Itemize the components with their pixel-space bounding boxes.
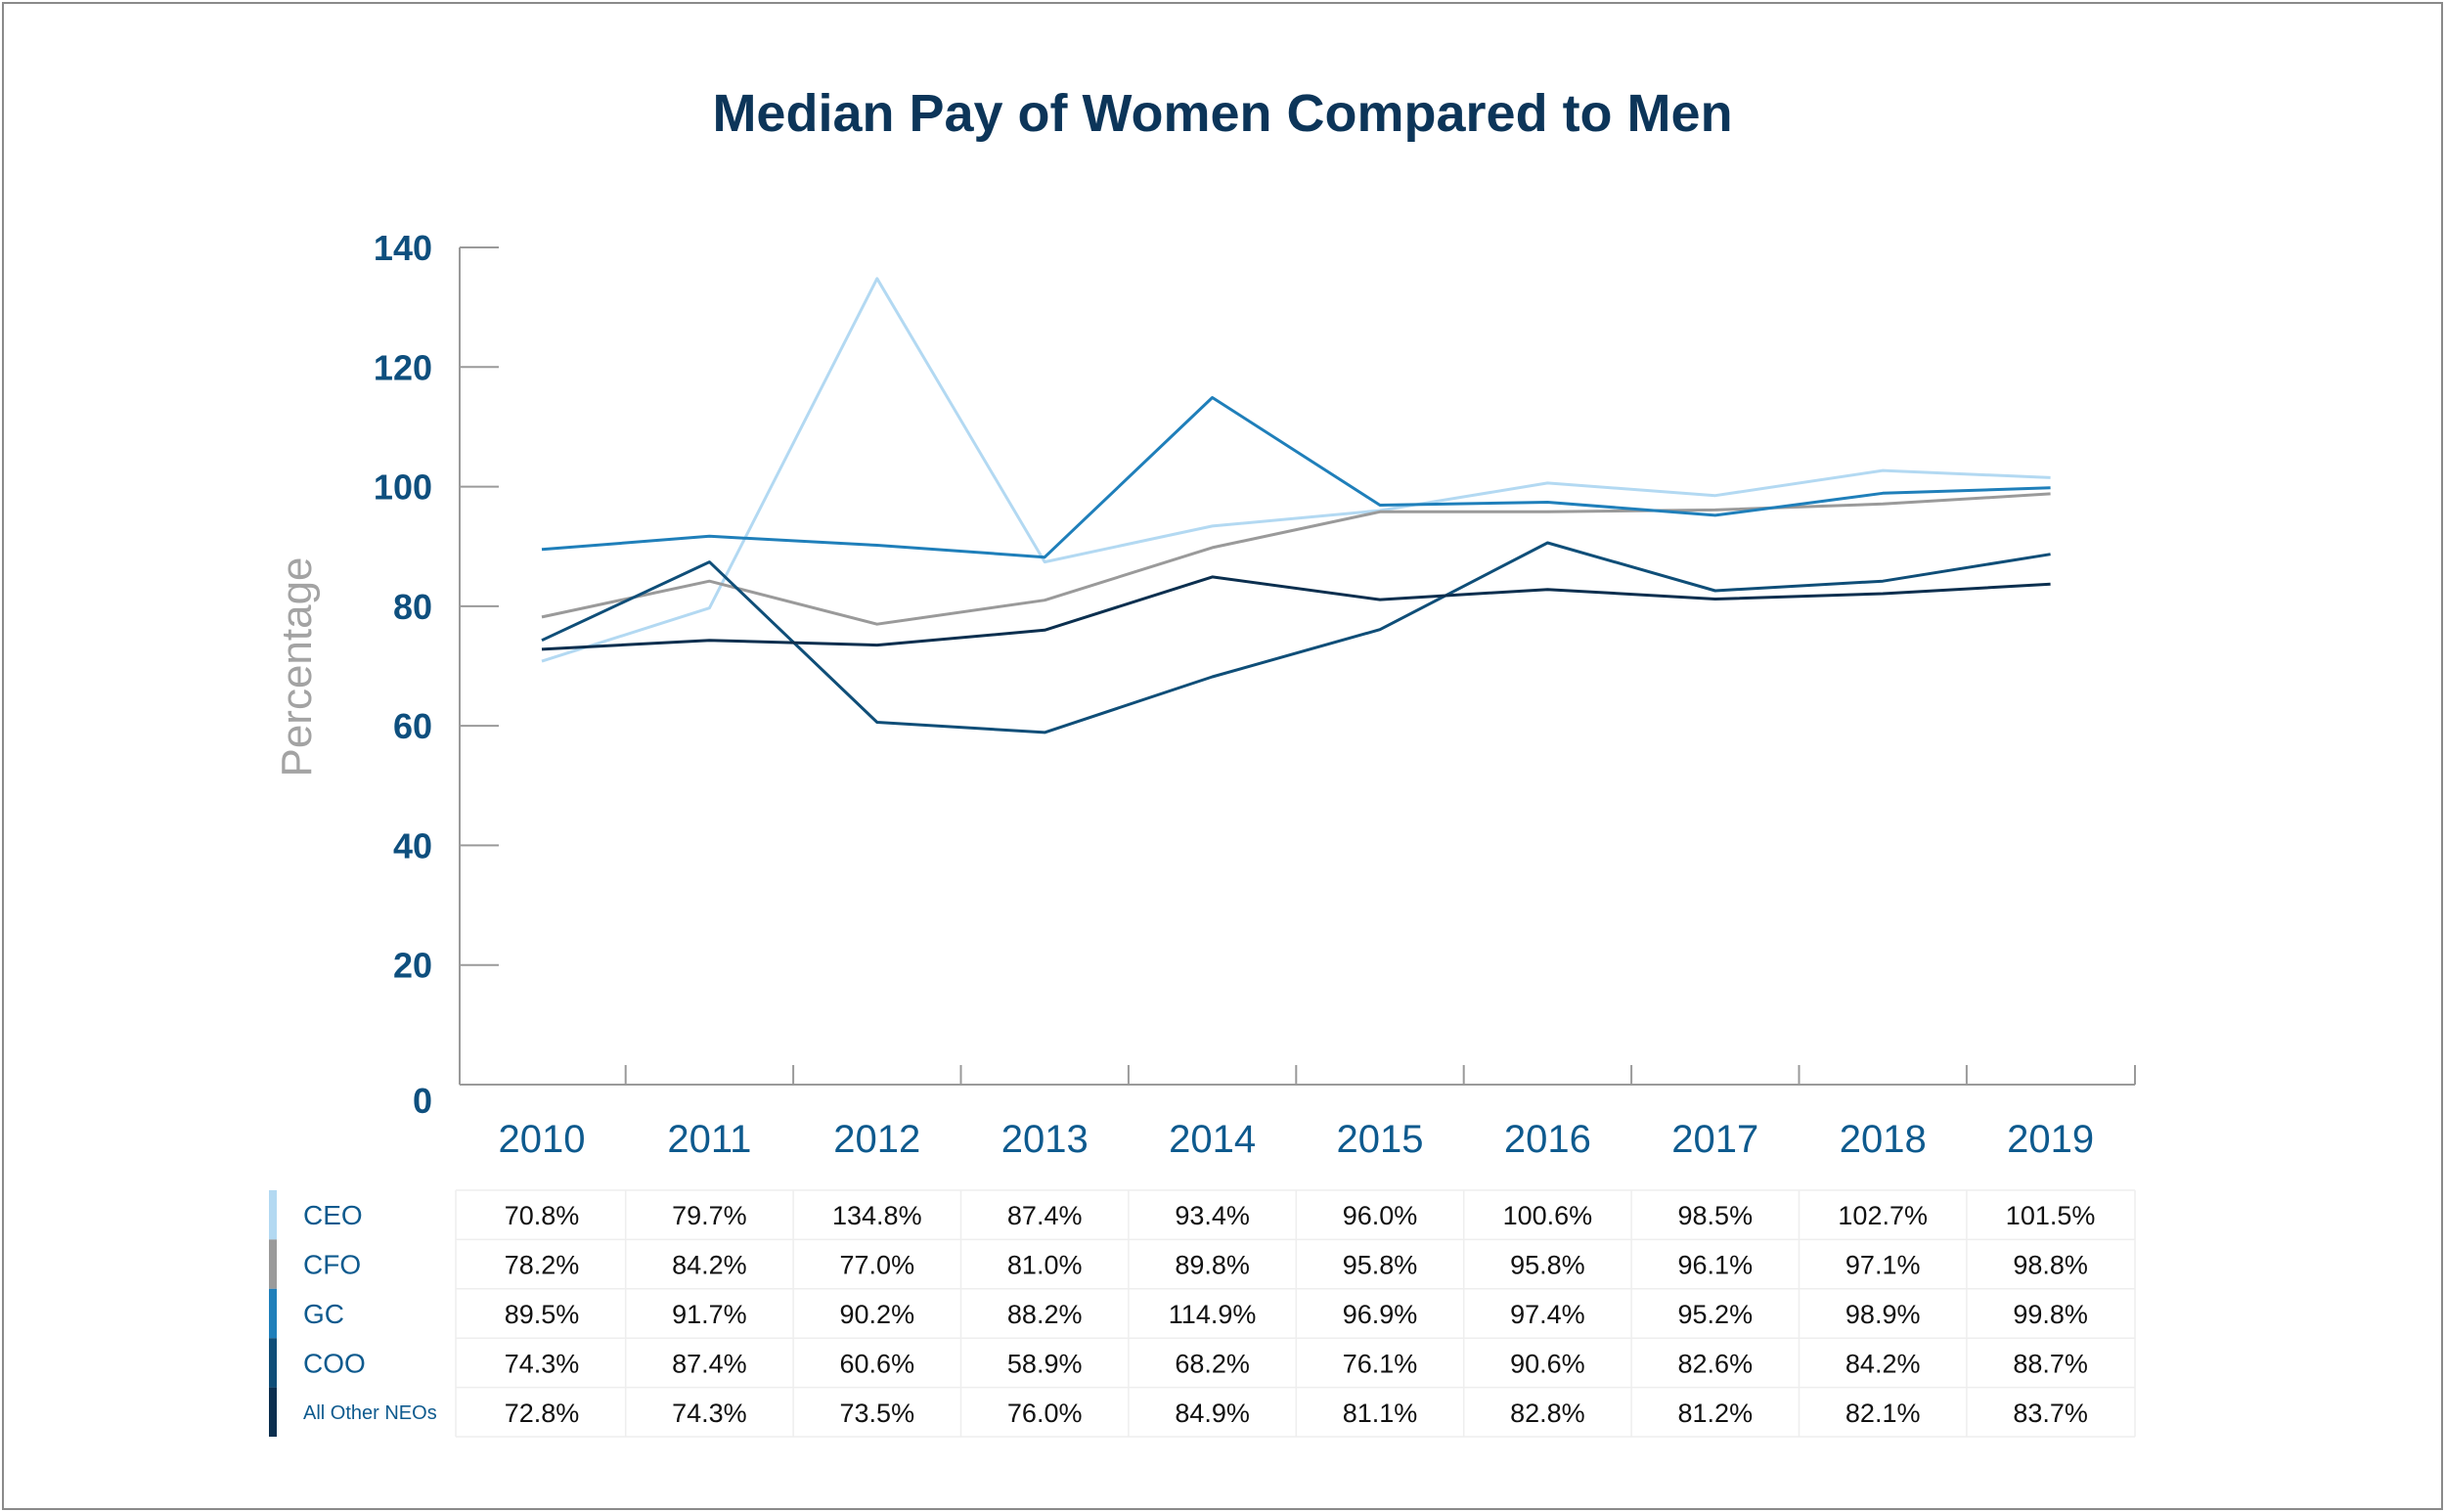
- y-tick-label: 20: [393, 946, 432, 986]
- y-tick-label: 100: [374, 467, 432, 508]
- table-cell: 68.2%: [1175, 1349, 1250, 1378]
- table-row-label: GC: [303, 1299, 344, 1329]
- table-cell: 97.1%: [1845, 1251, 1921, 1280]
- data-table: CEO 70.8% 79.7% 134.8% 87.4% 93.4% 96.0% 100.6%…: [269, 1189, 2136, 1438]
- y-axis-label: Percentage: [273, 556, 321, 777]
- table-cell: 74.3%: [505, 1349, 580, 1378]
- table-row-label: COO: [303, 1348, 366, 1378]
- table-cell: 100.6%: [1503, 1201, 1593, 1230]
- y-tick-label: 40: [393, 825, 432, 866]
- x-tick-label: 2014: [1169, 1118, 1256, 1161]
- series-line-gc: [541, 396, 2051, 559]
- table-cell: 83.7%: [2013, 1399, 2088, 1428]
- table-cell: 96.0%: [1343, 1201, 1418, 1230]
- table-cell: 96.1%: [1678, 1251, 1754, 1280]
- table-cell: 81.1%: [1343, 1399, 1418, 1428]
- table-cell: 98.5%: [1678, 1201, 1754, 1230]
- legend-swatch: [269, 1338, 277, 1388]
- table-cell: 82.8%: [1510, 1399, 1585, 1428]
- series-line-all-other-neos: [541, 575, 2051, 651]
- x-tick-label: 2010: [499, 1118, 586, 1161]
- y-tick-label: 80: [393, 587, 432, 627]
- table-cell: 95.8%: [1343, 1251, 1418, 1280]
- table-cell: 88.7%: [2013, 1349, 2088, 1378]
- table-cell: 73.5%: [840, 1399, 915, 1428]
- table-row-label: All Other NEOs: [303, 1402, 437, 1424]
- table-cell: 58.9%: [1007, 1349, 1083, 1378]
- table-cell: 89.5%: [505, 1300, 580, 1329]
- table-cell: 82.1%: [1845, 1399, 1921, 1428]
- x-tick-label: 2013: [1001, 1118, 1089, 1161]
- table-cell: 81.0%: [1007, 1251, 1083, 1280]
- table-cell: 98.9%: [1845, 1300, 1921, 1329]
- table-cell: 76.0%: [1007, 1399, 1083, 1428]
- table-cell: 90.6%: [1510, 1349, 1585, 1378]
- table-cell: 96.9%: [1343, 1300, 1418, 1329]
- table-cell: 78.2%: [505, 1251, 580, 1280]
- table-cell: 60.6%: [840, 1349, 915, 1378]
- table-row-label: CFO: [303, 1250, 361, 1280]
- table-cell: 95.8%: [1510, 1251, 1585, 1280]
- table-cell: 76.1%: [1343, 1349, 1418, 1378]
- table-cell: 99.8%: [2013, 1300, 2088, 1329]
- table-cell: 87.4%: [1007, 1201, 1083, 1230]
- chart-title: Median Pay of Women Compared to Men: [712, 84, 1732, 143]
- y-tick-label: 0: [413, 1081, 432, 1121]
- series-line-coo: [541, 541, 2051, 734]
- table-cell: 95.2%: [1678, 1300, 1754, 1329]
- table-cell: 84.2%: [1845, 1349, 1921, 1378]
- legend-swatch: [269, 1288, 277, 1339]
- table-cell: 88.2%: [1007, 1300, 1083, 1329]
- x-tick-label: 2012: [833, 1118, 920, 1161]
- table-cell: 72.8%: [505, 1399, 580, 1428]
- y-tick-label: 140: [374, 228, 432, 268]
- x-tick-label: 2018: [1840, 1118, 1927, 1161]
- table-cell: 74.3%: [672, 1399, 747, 1428]
- table-cell: 79.7%: [672, 1201, 747, 1230]
- table-cell: 70.8%: [505, 1201, 580, 1230]
- table-cell: 114.9%: [1169, 1300, 1257, 1329]
- series-lines: [541, 277, 2051, 734]
- x-tick-label: 2019: [2007, 1118, 2094, 1161]
- table-cell: 84.9%: [1175, 1399, 1250, 1428]
- table-cell: 93.4%: [1175, 1201, 1250, 1230]
- table-cell: 77.0%: [840, 1251, 915, 1280]
- axes: 0 20 40 60 80 100 120 140 2010 2011 2012 2013 2014 20…: [374, 228, 2136, 1161]
- legend-swatch: [269, 1387, 277, 1437]
- table-cell: 87.4%: [672, 1349, 747, 1378]
- legend-swatch: [269, 1190, 277, 1240]
- table-cell: 82.6%: [1678, 1349, 1754, 1378]
- table-cell: 97.4%: [1510, 1300, 1585, 1329]
- x-tick-label: 2015: [1337, 1118, 1424, 1161]
- series-line-ceo: [541, 277, 2051, 663]
- table-cell: 90.2%: [840, 1300, 915, 1329]
- y-tick-label: 120: [374, 347, 432, 387]
- x-tick-label: 2017: [1671, 1118, 1758, 1161]
- x-tick-label: 2011: [667, 1118, 751, 1161]
- series-line-cfo: [541, 492, 2051, 626]
- table-cell: 98.8%: [2013, 1251, 2088, 1280]
- table-cell: 84.2%: [672, 1251, 747, 1280]
- table-cell: 102.7%: [1838, 1201, 1928, 1230]
- y-tick-label: 60: [393, 706, 432, 746]
- table-cell: 101.5%: [2006, 1201, 2096, 1230]
- x-tick-label: 2016: [1504, 1118, 1591, 1161]
- table-cell: 89.8%: [1175, 1251, 1250, 1280]
- legend-swatch: [269, 1239, 277, 1289]
- table-row-label: CEO: [303, 1200, 363, 1230]
- table-cell: 91.7%: [672, 1300, 747, 1329]
- table-cell: 81.2%: [1678, 1399, 1754, 1428]
- table-cell: 134.8%: [832, 1201, 922, 1230]
